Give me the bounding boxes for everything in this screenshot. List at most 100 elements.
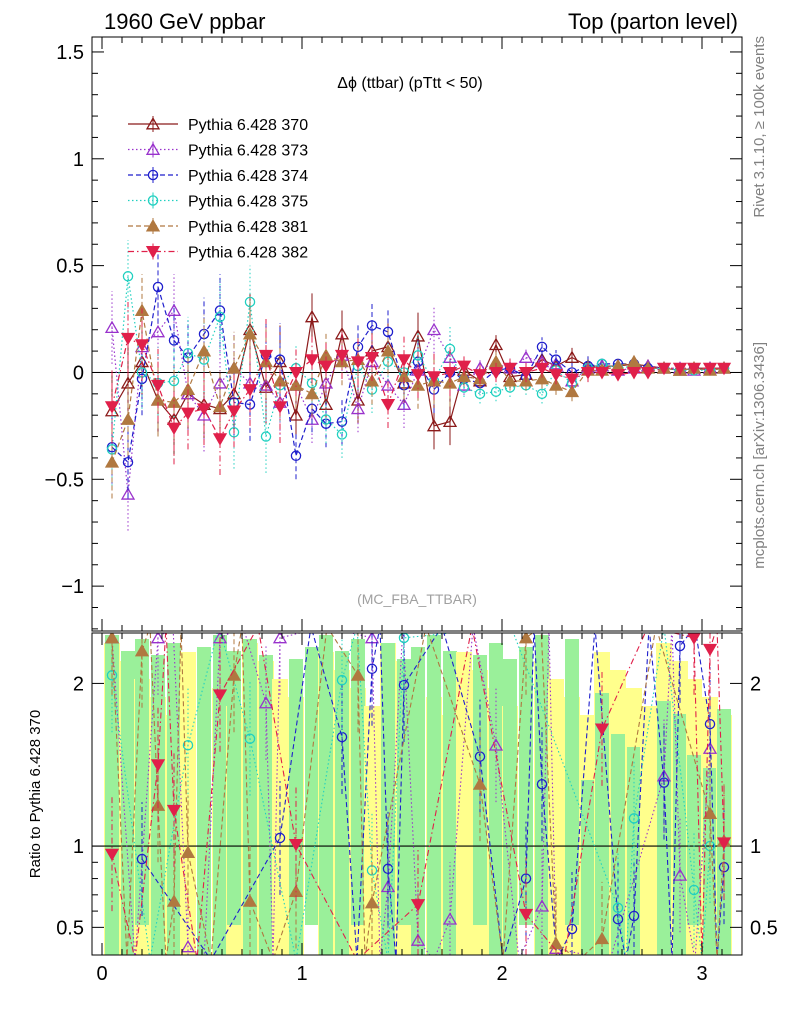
uncertainty-band-green: [503, 659, 517, 955]
uncertainty-band-green: [227, 651, 241, 925]
y-tick-label: −1: [61, 576, 84, 598]
ratio-data-point: [702, 806, 718, 819]
ratio-series-4: [104, 633, 732, 955]
data-point: [474, 388, 486, 400]
uncertainty-band-green: [427, 635, 441, 955]
data-point: [134, 339, 150, 352]
data-point: [442, 367, 458, 380]
header-right: Top (parton level): [568, 9, 738, 34]
data-point: [380, 344, 396, 357]
data-point: [548, 369, 564, 382]
data-point: [656, 362, 672, 376]
uncertainty-band-green: [259, 655, 273, 955]
data-point: [426, 371, 442, 384]
ratio-data-point: [258, 695, 274, 709]
uncertainty-band-green: [397, 659, 411, 925]
data-point: [502, 373, 518, 387]
data-point: [242, 326, 258, 340]
legend-label: Pythia 6.428 381: [188, 219, 308, 236]
ratio-data-point: [150, 633, 166, 644]
ratio-data-point: [382, 863, 394, 875]
data-point: [288, 408, 304, 421]
legend-label: Pythia 6.428 374: [188, 168, 308, 185]
data-point: [380, 378, 396, 391]
x-tick-label: 1: [296, 963, 307, 985]
data-point: [518, 350, 534, 363]
ratio-data-point: [364, 895, 380, 909]
ratio-data-point: [182, 739, 194, 751]
ratio-data-point: [472, 777, 488, 790]
mcplots-label: mcplots.cern.ch [arXiv:1306.3436]: [751, 342, 768, 569]
y-tick-label: 0.5: [56, 256, 84, 278]
data-point: [488, 337, 504, 351]
uncertainty-band-green: [213, 635, 227, 955]
ratio-data-point: [442, 912, 458, 925]
ratio-data-point: [536, 778, 548, 790]
ratio-data-point: [658, 777, 670, 788]
uncertainty-band-green: [105, 635, 119, 955]
data-point: [336, 429, 348, 440]
ratio-data-point: [104, 848, 120, 862]
ratio-data-point: [716, 837, 732, 850]
ratio-data-point: [628, 910, 640, 922]
data-point: [320, 414, 332, 425]
uncertainty-band-green: [289, 659, 303, 955]
series-4: [104, 274, 732, 499]
data-point: [214, 311, 226, 323]
data-point: [350, 356, 366, 369]
ratio-data-point: [534, 899, 550, 912]
data-point: [716, 362, 732, 376]
data-point: [396, 397, 412, 410]
data-point: [366, 320, 378, 331]
uncertainty-band-green: [351, 639, 365, 925]
data-point: [456, 360, 472, 374]
data-point: [534, 371, 550, 385]
ratio-data-point: [166, 894, 182, 907]
data-point: [672, 362, 688, 376]
data-point: [364, 352, 380, 365]
data-point: [472, 369, 488, 382]
data-point: [594, 367, 610, 380]
series-line: [111, 286, 725, 464]
uncertainty-band-green: [305, 647, 319, 925]
data-point: [456, 369, 472, 383]
legend-label: Pythia 6.428 375: [188, 194, 308, 211]
uncertainty-band-green: [319, 635, 333, 955]
data-point: [318, 397, 334, 410]
legend-marker: [145, 218, 161, 232]
uncertainty-band-green: [519, 647, 533, 925]
data-point: [534, 362, 550, 376]
data-point: [104, 401, 120, 414]
legend-marker: [147, 195, 159, 206]
data-point: [610, 369, 626, 382]
legend-marker: [147, 169, 159, 181]
uncertainty-band-yellow: [272, 679, 288, 955]
uncertainty-band-green: [581, 780, 595, 955]
ratio-data-point: [274, 832, 286, 844]
uncertainty-band-green: [411, 647, 425, 955]
data-point: [334, 349, 350, 363]
data-point: [350, 401, 366, 415]
data-point: [702, 362, 718, 376]
data-point: [288, 367, 304, 380]
ratio-data-point: [702, 643, 718, 657]
ratio-data-point: [410, 899, 426, 912]
ratio-data-point: [272, 633, 288, 644]
data-point: [196, 344, 212, 357]
ratio-data-point: [548, 936, 564, 950]
ratio-data-point: [366, 663, 378, 675]
uncertainty-band-green: [335, 651, 349, 955]
data-point: [488, 367, 504, 380]
data-point: [426, 322, 442, 336]
data-point: [550, 354, 562, 365]
uncertainty-band-yellow: [456, 652, 472, 955]
data-point: [564, 384, 580, 398]
ratio-data-point: [350, 668, 366, 681]
data-point: [258, 349, 274, 363]
ratio-data-point: [594, 931, 610, 945]
ratio-data-point: [518, 633, 534, 644]
data-point: [122, 456, 134, 468]
data-point: [244, 296, 256, 308]
data-point: [382, 326, 394, 338]
